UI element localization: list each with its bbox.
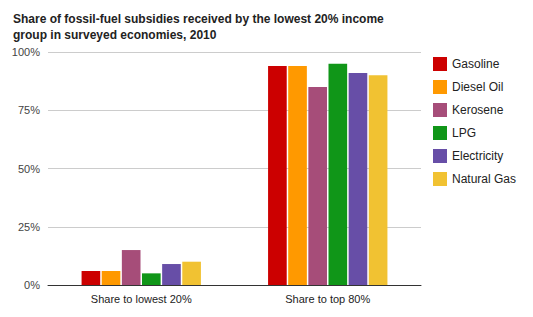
svg-text:Natural Gas: Natural Gas [452,172,516,186]
svg-text:Kerosene: Kerosene [452,103,504,117]
svg-text:75%: 75% [18,104,40,116]
svg-text:50%: 50% [18,163,40,175]
svg-text:Electricity: Electricity [452,149,503,163]
svg-text:100%: 100% [12,46,40,58]
svg-text:Gasoline: Gasoline [452,57,500,71]
svg-text:group in surveyed economies, 2: group in surveyed economies, 2010 [13,28,217,42]
svg-text:Share to lowest 20%: Share to lowest 20% [91,293,192,305]
svg-text:LPG: LPG [452,126,476,140]
svg-text:Share of fossil-fuel subsidies: Share of fossil-fuel subsidies received … [13,12,387,26]
svg-text:Diesel Oil: Diesel Oil [452,80,503,94]
svg-text:0%: 0% [24,279,40,291]
svg-text:Share to top 80%: Share to top 80% [285,293,370,305]
svg-text:25%: 25% [18,221,40,233]
